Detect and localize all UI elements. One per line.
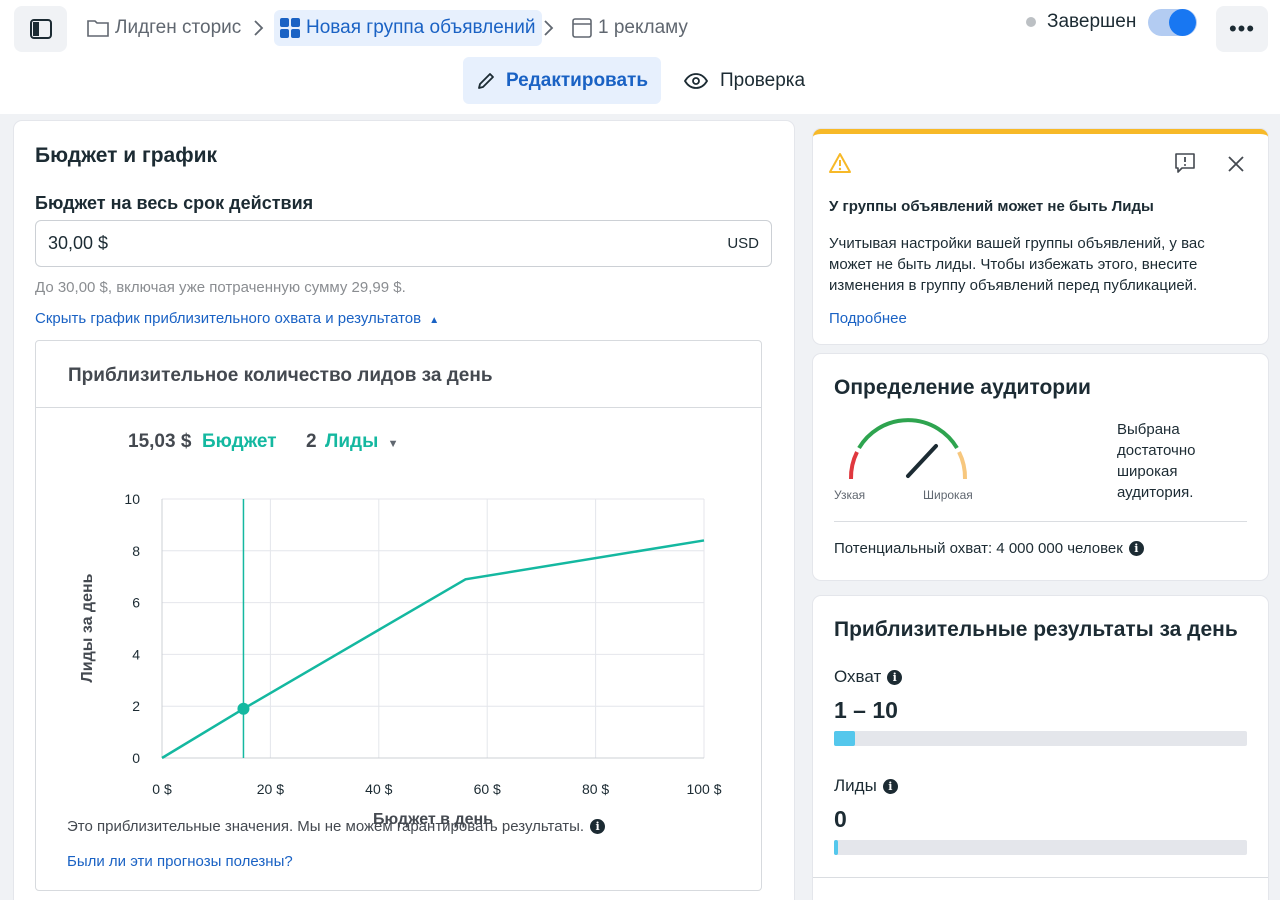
chart-disclaimer: Это приблизительные значения. Мы не може… (67, 818, 606, 835)
potential-reach: Потенциальный охват: 4 000 000 человек i (834, 538, 1144, 559)
x-tick-label: 20 $ (257, 781, 284, 797)
x-axis-title: Бюджет в день (373, 811, 493, 828)
results-title: Приблизительные результаты за день (834, 618, 1238, 641)
estimate-chart-panel: Приблизительное количество лидов за день… (35, 340, 762, 891)
reach-bar-fill (834, 731, 855, 746)
y-tick-label: 8 (132, 543, 140, 559)
x-tick-label: 40 $ (365, 781, 392, 797)
chevron-right-icon (544, 20, 554, 36)
warning-icon (829, 153, 851, 173)
y-tick-label: 0 (132, 750, 140, 766)
caret-down-icon: ▼ (387, 438, 399, 450)
reach-label-text: Охват (834, 667, 882, 686)
y-tick-label: 2 (132, 698, 140, 714)
x-tick-label: 100 $ (686, 781, 721, 797)
leads-label: Лиды i (834, 775, 898, 796)
leads-bar (834, 840, 1247, 855)
folder-icon (87, 19, 109, 37)
reach-value: 1 – 10 (834, 697, 898, 723)
tab-review-label: Проверка (720, 69, 806, 91)
budget-input[interactable]: 30,00 $ USD (35, 220, 772, 267)
toggle-chart-link[interactable]: Скрыть график приблизительного охвата и … (35, 310, 439, 327)
currency-label: USD (727, 235, 759, 252)
potential-reach-text: Потенциальный охват: 4 000 000 человек (834, 540, 1123, 557)
toggle-knob (1169, 9, 1196, 36)
top-bar: Лидген сторис Новая группа объявлений 1 … (0, 0, 1280, 114)
budget-summary-value: 15,03 $ (128, 431, 192, 452)
results-card: Приблизительные результаты за день Охват… (813, 596, 1268, 900)
leads-label-text: Лиды (834, 776, 877, 795)
divider (813, 877, 1268, 878)
info-icon[interactable]: i (887, 670, 903, 685)
feedback-icon[interactable] (1174, 152, 1196, 174)
budget-summary-label: Бюджет (202, 431, 277, 452)
budget-section-title: Бюджет и график (35, 144, 218, 167)
reach-label: Охват i (834, 666, 903, 687)
breadcrumb-ads-label: 1 рекламу (598, 17, 688, 38)
budget-input-value: 30,00 $ (48, 233, 109, 253)
info-icon[interactable]: i (1128, 541, 1144, 556)
leads-bar-fill (834, 840, 839, 855)
divider (834, 521, 1247, 522)
caret-up-icon: ▲ (429, 315, 440, 326)
audience-title: Определение аудитории (834, 376, 1091, 399)
chart-panel-title: Приблизительное количество лидов за день (68, 365, 493, 386)
feedback-link[interactable]: Были ли эти прогнозы полезны? (67, 853, 293, 870)
y-tick-label: 10 (124, 491, 140, 507)
gauge-broad-label: Широкая (923, 488, 973, 502)
audience-gauge (848, 418, 968, 480)
series-line (161, 539, 705, 760)
chart-panel-header: Приблизительное количество лидов за день (36, 341, 761, 408)
tab-edit-label: Редактировать (505, 69, 649, 91)
more-options-button[interactable]: ••• (1216, 6, 1268, 52)
breadcrumb-ads[interactable]: 1 рекламу (572, 10, 688, 46)
breadcrumb-campaign[interactable]: Лидген сторис (87, 10, 241, 46)
leads-value: 0 (834, 806, 847, 832)
status-label: Завершен (1047, 11, 1137, 32)
tab-edit[interactable]: Редактировать (463, 57, 661, 104)
close-icon[interactable] (1228, 156, 1244, 172)
x-tick-label: 60 $ (474, 781, 501, 797)
pencil-icon (478, 72, 494, 89)
budget-field-label: Бюджет на весь срок действия (35, 193, 314, 213)
status-indicator (1026, 17, 1036, 27)
tab-review[interactable]: Проверка (684, 57, 805, 104)
budget-card: Бюджет и график Бюджет на весь срок дейс… (14, 121, 794, 900)
warning-title: У группы объявлений может не быть Лиды (829, 198, 1154, 215)
reach-bar (834, 731, 1247, 746)
results-metric-label: Лиды (325, 431, 379, 452)
audience-card: Определение аудитории Узкая Широкая Выбр… (813, 354, 1268, 580)
chart-disclaimer-text: Это приблизительные значения. Мы не може… (67, 818, 585, 835)
x-tick-label: 0 $ (152, 781, 172, 797)
breadcrumb-campaign-label: Лидген сторис (115, 17, 242, 38)
audience-verdict: Выбрана достаточно широкая аудитория. (1117, 421, 1196, 501)
breadcrumb-ad-set-label: Новая группа объявлений (306, 17, 536, 38)
y-tick-label: 4 (132, 646, 140, 662)
toggle-chart-link-label: Скрыть график приблизительного охвата и … (35, 310, 422, 327)
y-tick-label: 6 (132, 595, 140, 611)
chevron-right-icon (254, 20, 264, 36)
ad-icon (572, 18, 592, 38)
warning-card: У группы объявлений может не быть Лиды У… (813, 129, 1268, 344)
learn-more-link[interactable]: Подробнее (829, 310, 907, 327)
grid-icon (280, 18, 300, 38)
eye-icon (684, 72, 708, 89)
gauge-narrow-label: Узкая (834, 488, 866, 502)
x-tick-label: 80 $ (582, 781, 609, 797)
status-toggle[interactable] (1148, 9, 1197, 36)
breadcrumb-ad-set[interactable]: Новая группа объявлений (274, 10, 542, 46)
budget-marker-point (237, 702, 250, 715)
y-axis-title: Лиды за день (79, 573, 96, 682)
results-metric-dropdown[interactable]: Лиды ▼ (325, 431, 398, 453)
info-icon[interactable]: i (590, 819, 606, 834)
budget-hint: До 30,00 $, включая уже потраченную сумм… (35, 279, 406, 296)
sidebar-icon (29, 19, 52, 39)
sidebar-toggle-button[interactable] (14, 6, 67, 52)
results-summary-value: 2 (306, 431, 317, 452)
warning-body: Учитывая настройки вашей группы объявлен… (829, 235, 1205, 294)
info-icon[interactable]: i (882, 779, 898, 794)
more-icon: ••• (1228, 16, 1256, 41)
